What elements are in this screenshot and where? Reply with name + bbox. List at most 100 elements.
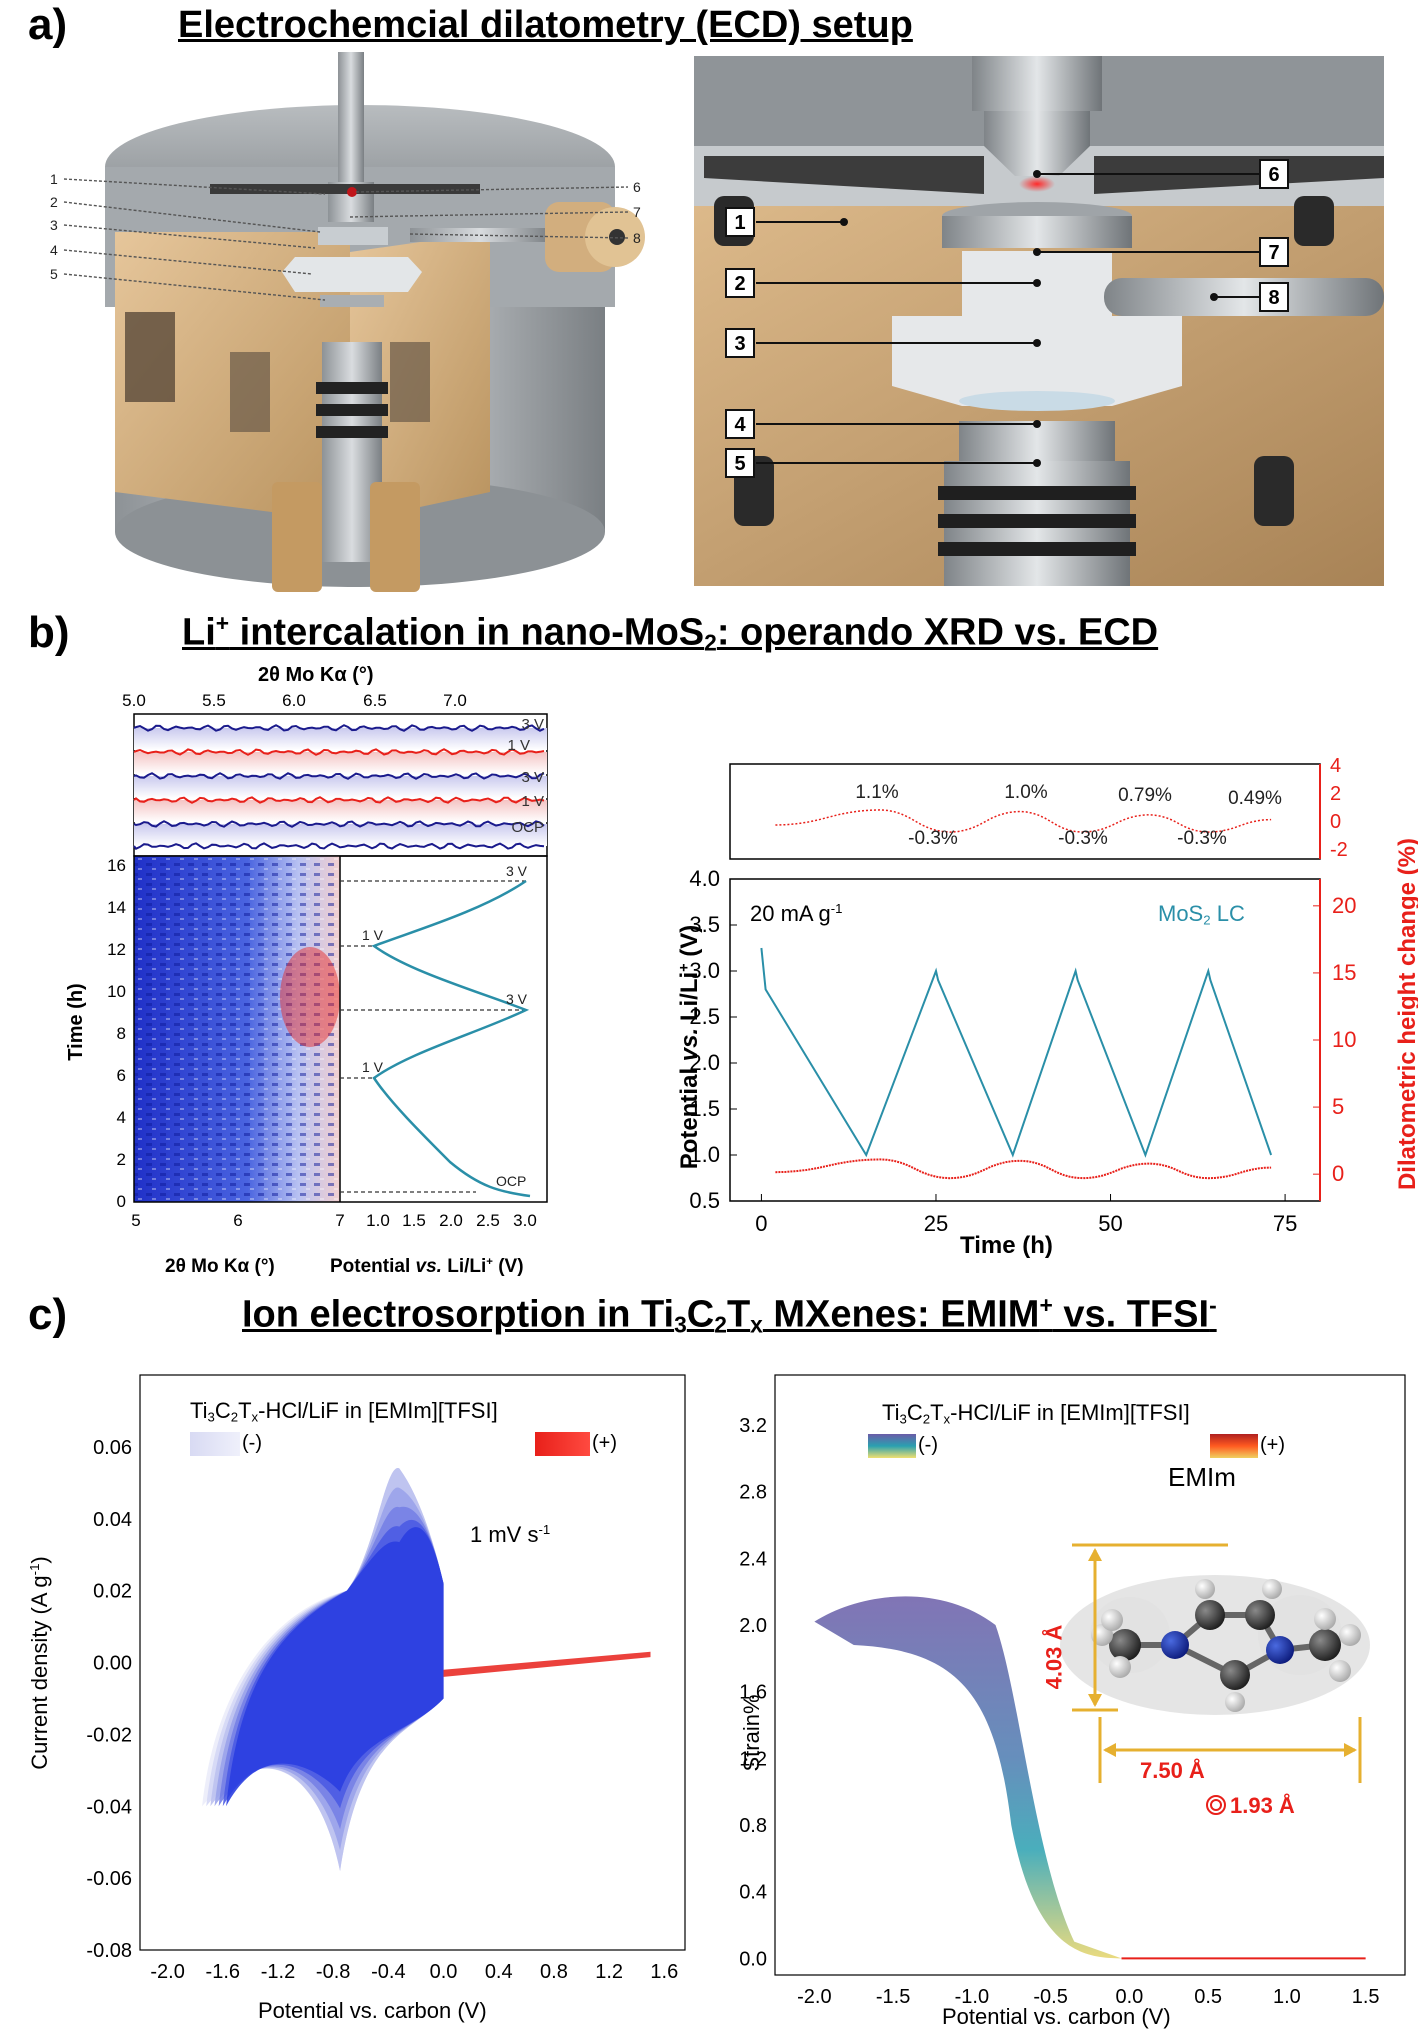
strain-xtick-2: -1.0: [955, 1986, 989, 2008]
heatmap-xtick-2: 7: [335, 1211, 344, 1230]
detail-number-3: 3: [734, 333, 745, 355]
ecd-height-curve: [775, 1158, 1272, 1180]
ecd-cutaway-illustration: 1 2 3 4 5 6 7 8: [50, 52, 645, 592]
cv-xtick-2: -1.2: [261, 1961, 295, 1983]
ecd-left-tick-7: 4.0: [689, 866, 720, 891]
strain-xlabel: Potential vs. carbon (V): [942, 2004, 1171, 2029]
xrd-top-tick-2: 6.0: [282, 692, 306, 710]
strain-ytick-4: 1.6: [739, 1682, 767, 1704]
ecd-detail-illustration: 1 2 3 4 5 6 7 8: [694, 56, 1384, 586]
heatmap-ylabel: Time (h): [65, 983, 87, 1060]
ecd-x-tick-2: 50: [1098, 1211, 1122, 1236]
detail-number-5: 5: [734, 453, 745, 475]
detail-number-2: 2: [734, 273, 745, 295]
emim-molecule: [1060, 1575, 1370, 1715]
heatmap-ytick-6: 12: [107, 940, 126, 959]
xrd-trace-1: [133, 748, 545, 756]
potential-xtick-2: 2.0: [439, 1211, 463, 1230]
xrd-trace-label-2: 3 V: [521, 769, 544, 786]
strain-xtick-0: -2.0: [797, 1986, 831, 2008]
strain-xtick-4: 0.0: [1115, 1986, 1143, 2008]
ecd-right-tick-4: 20: [1332, 893, 1356, 918]
potential-xlabel: Potential vs. Li/Li+ (V): [330, 1256, 524, 1277]
strain-xtick-3: -0.5: [1033, 1986, 1067, 2008]
ecd-left-tick-0: 0.5: [689, 1188, 720, 1213]
ecd-right-tick-1: 5: [1332, 1094, 1344, 1119]
inset-label-top-1: 1.0%: [1004, 782, 1047, 803]
panel-a-label: a): [28, 0, 68, 49]
strain-xtick-1: -1.5: [876, 1986, 910, 2008]
potential-marker-2: 3 V: [506, 991, 528, 1007]
ecd-left-tick-5: 3.0: [689, 958, 720, 983]
xrd-top-tick-3: 6.5: [363, 692, 387, 710]
cv-ytick-2: 0.02: [93, 1581, 132, 1603]
strain-legend-pos-swatch: [1210, 1434, 1258, 1458]
strain-ytick-0: 3.2: [739, 1415, 767, 1437]
cv-xtick-9: 1.6: [650, 1961, 678, 1983]
ecd-potential-curve: [760, 947, 1273, 1158]
xrd-trace-4: [133, 820, 545, 828]
xrd-trace-label-1: 1 V: [507, 737, 530, 754]
inset-right-tick-2: 0: [1330, 811, 1341, 833]
strain-ytick-2: 2.4: [739, 1548, 767, 1570]
detail-number-1: 1: [734, 212, 745, 234]
cv-neg-cycle-6: [226, 1527, 444, 1807]
xrd-top-tick-4: 7.0: [443, 692, 467, 710]
xrd-trace-0: [133, 724, 545, 732]
potential-xtick-4: 3.0: [513, 1211, 537, 1230]
ecd-right-tick-3: 15: [1332, 960, 1356, 985]
cv-ytick-6: -0.06: [86, 1868, 132, 1890]
cv-xtick-1: -1.6: [206, 1961, 240, 1983]
potential-marker-4: OCP: [496, 1173, 526, 1189]
ecd-chart: 1.1% 1.0% 0.79% 0.49% -0.3% -0.3% -0.3% …: [689, 755, 1356, 1236]
strain-legend-neg-swatch: [868, 1434, 916, 1458]
inset-label-bottom-1: -0.3%: [1058, 828, 1108, 849]
cv-pos-cycles: [443, 1651, 651, 1677]
inset-right-tick-0: 4: [1330, 755, 1341, 777]
molecule-name: EMIm: [1168, 1462, 1236, 1492]
detail-number-7: 7: [1268, 242, 1279, 264]
cv-title: Ti3C2Tx-HCl/LiF in [EMIm][TFSI]: [190, 1398, 498, 1425]
cutaway-number-8: 8: [633, 230, 641, 246]
cutaway-number-4: 4: [50, 242, 58, 258]
potential-xtick-3: 2.5: [476, 1211, 500, 1230]
cv-legend-pos-swatch: [535, 1432, 590, 1456]
strain-xtick-7: 1.5: [1352, 1986, 1380, 2008]
strain-chart: 3.2 2.8 2.4 2.0 1.6 1.2 0.8 0.4 0.0 -2.0 -1.5 -1.0…: [739, 1374, 1406, 2008]
xrd-trace-label-4: OCP: [511, 819, 544, 836]
inset-label-top-3: 0.49%: [1228, 788, 1282, 809]
cv-legend-pos: (+): [592, 1432, 617, 1454]
strain-ytick-7: 0.4: [739, 1882, 767, 1904]
ecd-x-tick-1: 25: [924, 1211, 948, 1236]
heatmap-ytick-7: 14: [107, 898, 126, 917]
heatmap-xtick-1: 6: [233, 1211, 242, 1230]
heatmap-ytick-8: 16: [107, 856, 126, 875]
inset-label-top-2: 0.79%: [1118, 785, 1172, 806]
potential-marker-3: 1 V: [362, 1059, 384, 1075]
cv-ytick-7: -0.08: [86, 1940, 132, 1962]
xrd-top-tick-0: 5.0: [122, 692, 146, 710]
heatmap-ytick-5: 10: [107, 982, 126, 1001]
panel-c-label: c): [28, 1290, 68, 1339]
strain-ytick-5: 1.2: [739, 1748, 767, 1770]
cutaway-number-1: 1: [50, 171, 58, 187]
cv-ylabel: Current density (A g-1): [27, 1556, 52, 1770]
cutaway-number-5: 5: [50, 266, 58, 282]
cv-xtick-0: -2.0: [150, 1961, 184, 1983]
cv-xtick-7: 0.8: [540, 1961, 568, 1983]
ecd-right-tick-2: 10: [1332, 1027, 1356, 1052]
cutaway-number-7: 7: [633, 204, 641, 220]
potential-xtick-1: 1.5: [402, 1211, 426, 1230]
dimension-diameter: 1.93 Å: [1230, 1793, 1295, 1818]
cv-xtick-8: 1.2: [595, 1961, 623, 1983]
ecd-material-label: MoS2 LC: [1158, 901, 1245, 928]
inset-label-bottom-0: -0.3%: [908, 828, 958, 849]
panel-c-title: Ion electrosorption in Ti3C2Tx MXenes: E…: [242, 1292, 1217, 1338]
potential-marker-0: 3 V: [506, 863, 528, 879]
strain-ytick-1: 2.8: [739, 1482, 767, 1504]
ecd-right-tick-0: 0: [1332, 1161, 1344, 1186]
ecd-left-tick-6: 3.5: [689, 912, 720, 937]
ecd-x-tick-3: 75: [1273, 1211, 1297, 1236]
panel-b-label: b): [28, 608, 70, 657]
xrd-trace-label-3: 1 V: [521, 793, 544, 810]
